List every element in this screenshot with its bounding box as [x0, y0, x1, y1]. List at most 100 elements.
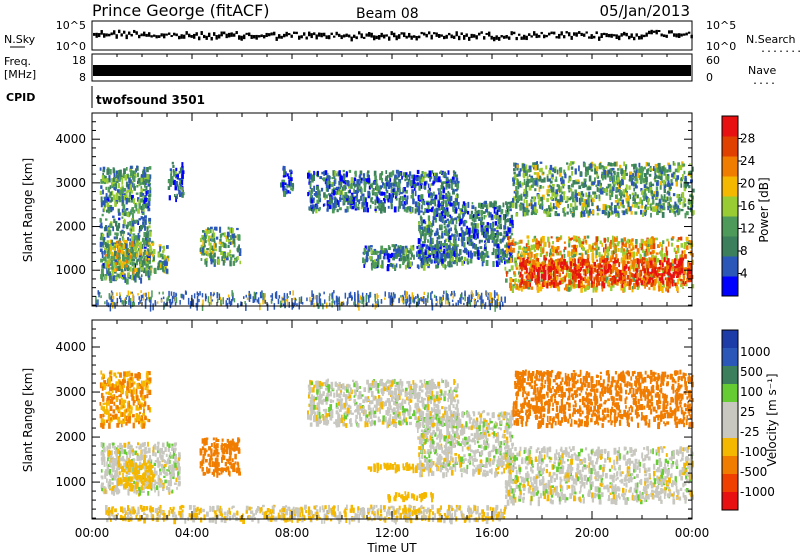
heatmap-cell	[135, 168, 138, 173]
heatmap-cell	[390, 203, 393, 210]
heatmap-cell	[470, 239, 473, 243]
heatmap-cell	[559, 262, 562, 268]
heatmap-cell	[507, 236, 510, 241]
heatmap-cell	[671, 236, 675, 239]
heatmap-cell	[147, 200, 151, 207]
nsky-point	[563, 35, 566, 39]
heatmap-cell	[476, 233, 479, 239]
heatmap-cell	[618, 277, 621, 282]
heatmap-cell	[122, 173, 126, 179]
heatmap-cell	[652, 276, 655, 279]
heatmap-cell	[586, 276, 589, 282]
heatmap-cell	[636, 248, 640, 254]
nsky-point	[123, 30, 126, 34]
heatmap-cell	[499, 257, 502, 261]
date-title: 05/Jan/2013	[600, 2, 691, 20]
heatmap-cell	[124, 255, 126, 260]
heatmap-cell	[636, 281, 639, 287]
heatmap-cell	[107, 249, 110, 253]
heatmap-cell	[667, 277, 671, 281]
heatmap-cell	[452, 238, 456, 244]
heatmap-cell	[411, 189, 415, 195]
heatmap-cell	[427, 252, 430, 257]
heatmap-cell	[622, 210, 626, 216]
heatmap-cell	[478, 239, 481, 244]
heatmap-cell	[108, 252, 110, 259]
heatmap-cell	[107, 186, 110, 193]
nsky-point	[250, 34, 253, 39]
heatmap-cell	[367, 178, 371, 183]
heatmap-cell	[380, 208, 383, 214]
heatmap-cell	[378, 191, 381, 195]
heatmap-cell	[233, 242, 236, 248]
heatmap-cell	[639, 171, 643, 177]
heatmap-cell	[556, 261, 559, 266]
heatmap-cell	[145, 203, 148, 208]
heatmap-cell	[145, 270, 148, 277]
nsky-point	[550, 31, 553, 35]
heatmap-cell	[580, 244, 583, 248]
heatmap-cell	[442, 171, 446, 174]
power-data-layer	[95, 161, 695, 312]
heatmap-cell	[137, 240, 140, 246]
heatmap-cell	[634, 258, 637, 264]
heatmap-cell	[106, 240, 109, 244]
heatmap-cell	[392, 170, 395, 176]
nsky-point	[598, 36, 601, 41]
heatmap-cell	[130, 209, 133, 215]
heatmap-cell	[280, 182, 283, 188]
heatmap-cell	[315, 171, 318, 176]
nsky-point	[190, 34, 193, 38]
heatmap-cell	[531, 238, 535, 243]
nave-legend-dots: ....	[752, 76, 776, 87]
heatmap-cell	[402, 261, 405, 266]
heatmap-cell	[603, 275, 607, 278]
heatmap-cell	[504, 266, 507, 271]
heatmap-cell	[439, 171, 442, 174]
heatmap-cell	[470, 210, 473, 215]
heatmap-cell	[463, 211, 466, 215]
heatmap-cell	[402, 256, 406, 261]
heatmap-cell	[140, 256, 142, 262]
heatmap-cell	[141, 243, 144, 250]
nsky-point	[328, 35, 331, 40]
heatmap-cell	[468, 241, 472, 246]
heatmap-cell	[438, 214, 442, 217]
heatmap-cell	[427, 189, 431, 194]
heatmap-cell	[374, 261, 378, 268]
heatmap-cell	[659, 204, 663, 210]
heatmap-cell	[678, 198, 681, 205]
heatmap-cell	[452, 206, 455, 212]
heatmap-cell	[512, 182, 515, 187]
heatmap-cell	[634, 244, 638, 249]
nsky-point	[505, 35, 508, 39]
heatmap-cell	[594, 286, 598, 291]
heatmap-cell	[163, 261, 166, 267]
heatmap-cell	[145, 236, 148, 241]
heatmap-cell	[224, 258, 227, 263]
heatmap-cell	[416, 174, 419, 178]
station-title: Prince George (fitACF)	[92, 1, 270, 20]
heatmap-cell	[648, 173, 652, 177]
heatmap-cell	[680, 243, 683, 248]
heatmap-cell	[230, 256, 233, 261]
heatmap-cell	[666, 175, 670, 182]
heatmap-cell	[560, 257, 563, 263]
heatmap-cell	[442, 207, 445, 214]
heatmap-cell	[598, 251, 601, 258]
nsky-point	[578, 31, 581, 34]
heatmap-cell	[599, 257, 602, 261]
heatmap-cell	[492, 202, 496, 209]
heatmap-cell	[405, 199, 408, 205]
heatmap-cell	[520, 271, 522, 276]
nsky-point	[500, 35, 503, 38]
heatmap-cell	[116, 225, 119, 231]
nsky-point	[398, 34, 401, 39]
heatmap-cell	[533, 249, 537, 252]
heatmap-cell	[127, 198, 131, 203]
heatmap-cell	[559, 235, 563, 240]
heatmap-cell	[578, 242, 582, 246]
nsky-point	[545, 34, 548, 38]
heatmap-cell	[434, 217, 438, 223]
heatmap-cell	[536, 274, 539, 281]
